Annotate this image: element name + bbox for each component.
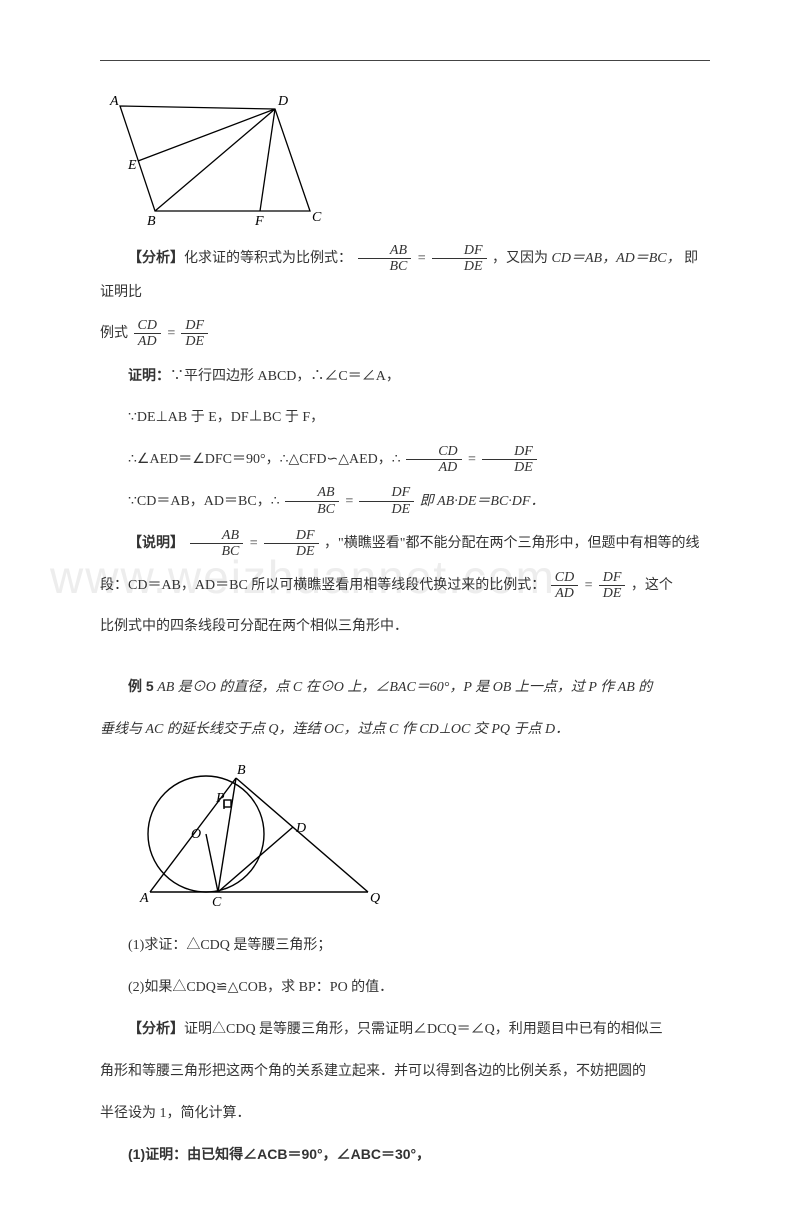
proof-line-1: 证明：∵平行四边形 ABCD，∴∠C＝∠A，	[100, 359, 710, 394]
explain-l3: 比例式中的四条线段可分配在两个相似三角形中．	[100, 619, 408, 634]
ex5-line-2: 垂线与 AC 的延长线交于点 Q，连结 OC，过点 C 作 CD⊥OC 交 PQ…	[100, 713, 710, 747]
eq-sign-1: =	[417, 251, 426, 266]
frac-ab-bc-3: ABBC	[190, 528, 244, 560]
page-content: A D E B F C 【分析】化求证的等积式为比例式： ABBC = DFDE…	[0, 0, 800, 1221]
proof-line-3: ∴∠AED＝∠DFC＝90°，∴△CFD∽△AED，∴ CDAD = DFDE	[100, 443, 710, 477]
proof-l1: ∵平行四边形 ABCD，∴∠C＝∠A，	[170, 369, 400, 384]
ex5-text-2: 垂线与 AC 的延长线交于点 Q，连结 OC，过点 C 作 CD⊥OC 交 PQ…	[100, 722, 569, 737]
ex5-text-1: AB 是⊙O 的直径，点 C 在⊙O 上，∠BAC＝60°，P 是 OB 上一点…	[154, 680, 653, 695]
figure-2: A B C D O P Q	[128, 754, 710, 919]
fig2-label-q: Q	[370, 891, 380, 906]
fig1-label-c: C	[312, 210, 322, 225]
frac-ab-bc-2: ABBC	[285, 485, 339, 517]
eq-sign-2: =	[166, 326, 175, 341]
top-rule	[100, 60, 710, 61]
proof-l3-a: ∴∠AED＝∠DFC＝90°，∴△CFD∽△AED，∴	[128, 452, 401, 467]
fig1-label-a: A	[109, 94, 119, 109]
ex5-label: 例 5	[128, 678, 154, 694]
eq-sign-6: =	[584, 578, 593, 593]
fig2-label-c: C	[212, 895, 222, 910]
frac-df-de-2: DFDE	[181, 318, 208, 350]
fig2-label-d: D	[295, 821, 306, 836]
frac-df-de: DFDE	[432, 243, 487, 275]
frac-df-de-6: DFDE	[599, 570, 626, 602]
explain-l2-b: ，这个	[631, 578, 673, 593]
analysis2-l2: 角形和等腰三角形把这两个角的关系建立起来．并可以得到各边的比例关系，不妨把圆的	[100, 1064, 646, 1079]
line2-text-1: 例式	[100, 326, 128, 341]
frac-ab-bc: ABBC	[358, 243, 412, 275]
fig1-label-b: B	[147, 214, 156, 229]
question-1: (1)求证：△CDQ 是等腰三角形；	[100, 929, 710, 963]
frac-df-de-3: DFDE	[482, 444, 537, 476]
proof-l2: ∵DE⊥AB 于 E，DF⊥BC 于 F，	[128, 410, 324, 425]
q2: (2)如果△CDQ≌△COB，求 BP：PO 的值．	[128, 980, 393, 995]
explain-line-1: 【说明】 ABBC = DFDE ，"横瞧竖看"都不能分配在两个三角形中，但题中…	[100, 526, 710, 561]
analysis-eq2: CD＝AB，AD＝BC，	[552, 251, 681, 266]
analysis2-label: 【分析】	[128, 1020, 184, 1036]
fig1-label-f: F	[254, 214, 264, 229]
eq-sign-3: =	[467, 452, 476, 467]
analysis-line-2: 例式 CDAD = DFDE	[100, 317, 710, 351]
analysis2-line-3: 半径设为 1，简化计算．	[100, 1097, 710, 1131]
fig2-label-a: A	[139, 891, 149, 906]
analysis2-line-2: 角形和等腰三角形把这两个角的关系建立起来．并可以得到各边的比例关系，不妨把圆的	[100, 1055, 710, 1089]
proof-l4-a: ∵CD＝AB，AD＝BC，∴	[128, 494, 280, 509]
circle-triangle-diagram: A B C D O P Q	[128, 754, 388, 919]
frac-df-de-4: DFDE	[359, 485, 414, 517]
analysis2-l1: 证明△CDQ 是等腰三角形，只需证明∠DCQ＝∠Q，利用题目中已有的相似三	[184, 1022, 663, 1037]
explain-line-3: 比例式中的四条线段可分配在两个相似三角形中．	[100, 610, 710, 644]
analysis2-line-1: 【分析】证明△CDQ 是等腰三角形，只需证明∠DCQ＝∠Q，利用题目中已有的相似…	[100, 1012, 710, 1047]
eq-sign-4: =	[345, 494, 354, 509]
frac-cd-ad-3: CDAD	[551, 570, 578, 602]
proof2-line-1: (1)证明：由已知得∠ACB＝90°，∠ABC＝30°，	[100, 1138, 710, 1173]
analysis-label: 【分析】	[128, 249, 184, 265]
question-2: (2)如果△CDQ≌△COB，求 BP：PO 的值．	[100, 971, 710, 1005]
proof-label: 证明：	[128, 367, 170, 383]
explain-l2-a: 段：CD＝AB，AD＝BC 所以可横瞧竖看用相等线段代换过来的比例式：	[100, 578, 545, 593]
proof2-l1: (1)证明：由已知得∠ACB＝90°，∠ABC＝30°，	[128, 1146, 430, 1162]
analysis-text-2: ，又因为	[492, 251, 552, 266]
figure-1: A D E B F C	[100, 91, 710, 231]
parallelogram-diagram: A D E B F C	[100, 91, 330, 231]
proof-line-2: ∵DE⊥AB 于 E，DF⊥BC 于 F，	[100, 401, 710, 435]
proof-line-4: ∵CD＝AB，AD＝BC，∴ ABBC = DFDE 即 AB·DE＝BC·DF…	[100, 485, 710, 519]
analysis-line-1: 【分析】化求证的等积式为比例式： ABBC = DFDE ，又因为 CD＝AB，…	[100, 241, 710, 309]
explain-line-2: 段：CD＝AB，AD＝BC 所以可横瞧竖看用相等线段代换过来的比例式： CDAD…	[100, 569, 710, 603]
fig2-label-o: O	[191, 827, 201, 842]
fig2-label-p: P	[215, 791, 225, 806]
q1: (1)求证：△CDQ 是等腰三角形；	[128, 938, 331, 953]
ex5-line-1: 例 5 AB 是⊙O 的直径，点 C 在⊙O 上，∠BAC＝60°，P 是 OB…	[100, 670, 710, 705]
analysis-text-1: 化求证的等积式为比例式：	[184, 251, 352, 266]
frac-cd-ad-2: CDAD	[406, 444, 461, 476]
frac-cd-ad: CDAD	[134, 318, 161, 350]
fig1-label-d: D	[277, 94, 288, 109]
fig2-label-b: B	[237, 763, 246, 778]
explain-text-1: ，"横瞧竖看"都不能分配在两个三角形中，但题中有相等的线	[324, 536, 699, 551]
explain-label: 【说明】	[128, 534, 184, 550]
eq-sign-5: =	[249, 536, 258, 551]
proof-l4-b: 即 AB·DE＝BC·DF．	[420, 494, 545, 509]
analysis2-l3: 半径设为 1，简化计算．	[100, 1106, 251, 1121]
fig1-label-e: E	[127, 158, 137, 173]
frac-df-de-5: DFDE	[264, 528, 319, 560]
